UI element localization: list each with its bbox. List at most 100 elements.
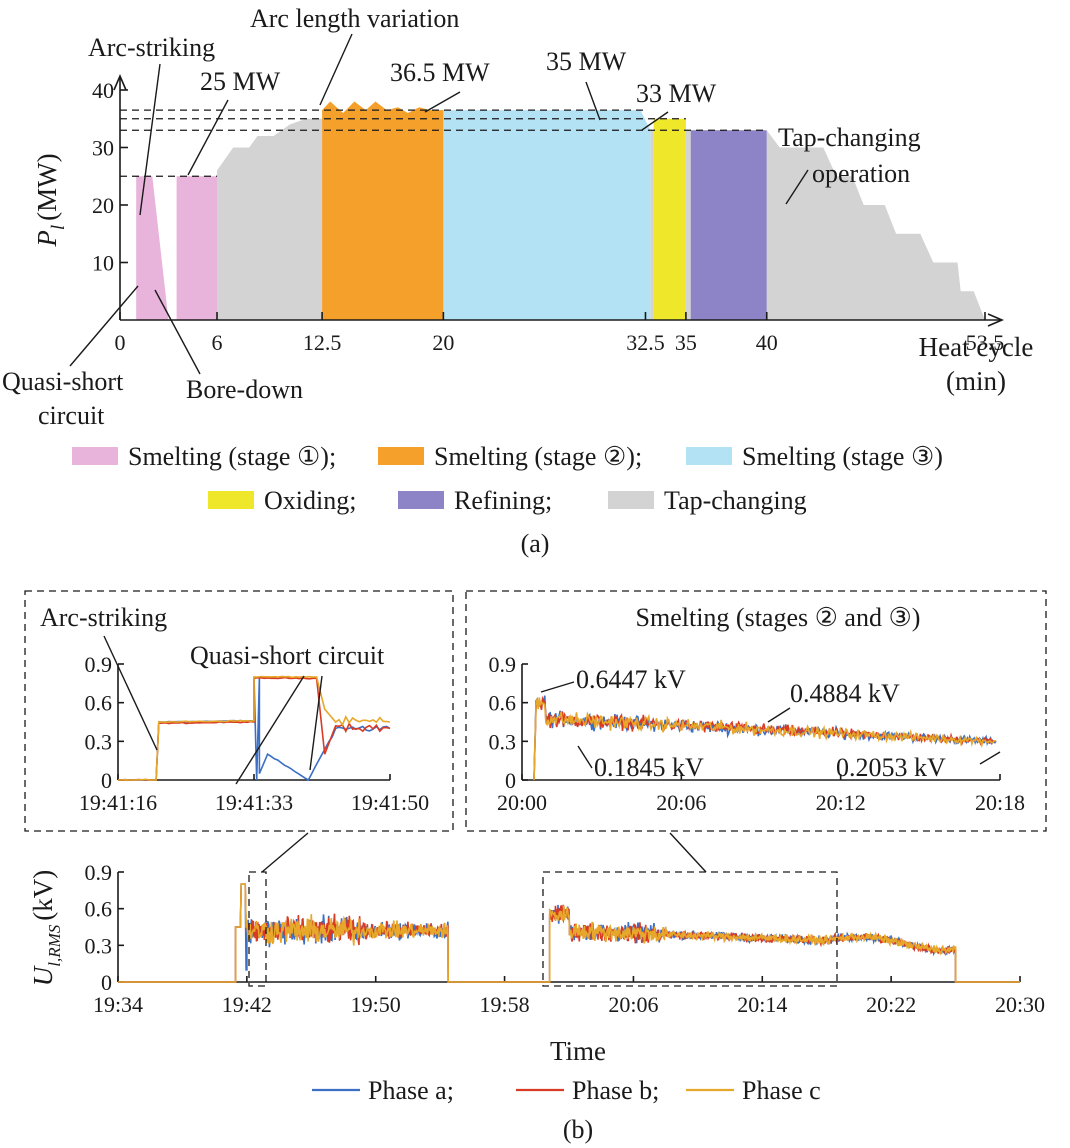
leader-04884: [767, 707, 791, 723]
stage-areas: [136, 101, 985, 320]
main-y-tick-label: 0.3: [85, 933, 113, 958]
right-inset-x-tick-label: 20:00: [497, 790, 547, 815]
legend-label: Smelting (stage ③): [742, 442, 943, 471]
zoom-box-left: [248, 871, 267, 987]
leader-06447: [540, 681, 575, 693]
caption-b: (b): [563, 1115, 593, 1144]
y-tick-label: 20: [92, 193, 114, 218]
right-inset-x-tick-label: 20:06: [656, 790, 706, 815]
main-x-axis-label: Time: [550, 1036, 606, 1066]
legend-swatch: [72, 447, 118, 465]
left-inset-y-tick-label: 0.9: [85, 652, 113, 677]
x-axis-label-line2: (min): [946, 366, 1006, 396]
leader-35mw: [585, 81, 601, 121]
main-x-tick-label: 19:50: [351, 992, 401, 1017]
main-line-phase-c: [118, 883, 1020, 983]
x-tick-label: 0: [115, 330, 126, 355]
legend-label: Phase a;: [368, 1076, 454, 1105]
x-tick-label: 12.5: [303, 330, 342, 355]
right-inset-frame: [465, 590, 1047, 832]
main-x-tick-label: 20:14: [737, 992, 787, 1017]
main-axes: 0 0.3 0.6 0.9 19:34 19:42 19:50 19:58 20:06 20:14…: [85, 860, 1046, 1017]
right-inset-annotation-4: 0.2053 kV: [836, 753, 946, 782]
leader-33mw: [641, 111, 669, 131]
annotation-36-5mw: 36.5 MW: [390, 58, 490, 87]
x-tick-label: 32.5: [626, 330, 665, 355]
right-inset-annotation-2: 0.4884 kV: [790, 679, 900, 708]
legend-swatch: [378, 447, 424, 465]
left-inset-y-tick-label: 0.6: [85, 691, 113, 716]
panel-b-chart: Arc-striking Quasi-short circuit 0 0.3 0.6…: [24, 590, 1047, 1144]
y-axis-arrow: [113, 73, 127, 91]
annotation-35mw: 35 MW: [546, 47, 627, 76]
main-lines: [118, 883, 1020, 983]
caption-a: (a): [521, 529, 550, 558]
leader-01845: [577, 745, 593, 769]
zoom-connector-right: [669, 832, 707, 873]
legend-label: Phase c: [742, 1076, 821, 1105]
y-ticks: 10 20 30 40: [92, 78, 128, 276]
right-inset-title: Smelting (stages ② and ③): [636, 603, 921, 632]
leader-36-5mw: [424, 91, 461, 113]
leader-25mw: [187, 99, 229, 176]
zoom-connector-left: [261, 832, 309, 873]
leader-tap: [785, 169, 809, 205]
right-inset-y-tick-label: 0: [505, 768, 516, 793]
legend-label: Refining;: [454, 486, 552, 515]
reference-dashed-lines: [120, 109, 767, 177]
left-inset-y-tick-label: 0: [101, 768, 112, 793]
area-refining: [690, 130, 767, 320]
x-tick-label: 35: [675, 330, 697, 355]
left-inset-frame: [24, 590, 454, 832]
legend-swatch: [398, 491, 444, 509]
right-inset-lines: [533, 695, 997, 781]
area-oxiding: [653, 118, 686, 320]
main-y-tick-label: 0.9: [85, 860, 113, 885]
y-tick-label: 10: [92, 251, 114, 276]
left-inset-title: Arc-striking: [40, 603, 167, 632]
main-y-axis-label: Ul,RMS(kV): [28, 870, 64, 987]
left-inset-lines: [118, 675, 391, 782]
area-smelting-stage-: [443, 110, 651, 320]
area-smelting-stage-: [136, 176, 217, 320]
x-ticks: 0 6 12.5 20 32.5 35 40 53.5: [115, 312, 1004, 355]
right-inset-annotation-3: 0.1845 kV: [594, 753, 704, 782]
y-tick-label: 30: [92, 136, 114, 161]
left-inset-y-tick-label: 0.3: [85, 729, 113, 754]
left-inset-x-tick-label: 19:41:16: [79, 790, 157, 815]
right-inset-x-tick-label: 20:18: [975, 790, 1025, 815]
x-tick-label: 20: [432, 330, 454, 355]
leader-02053: [979, 751, 1001, 765]
right-inset-line-phase-c: [533, 697, 997, 781]
main-x-tick-label: 20:22: [866, 992, 916, 1017]
area-smelting-stage-: [322, 101, 444, 320]
annotation-arc-length: Arc length variation: [250, 4, 459, 33]
annotation-33mw: 33 MW: [636, 79, 717, 108]
main-x-tick-label: 20:06: [608, 992, 658, 1017]
x-axis-arrow: [987, 313, 1005, 327]
leader-quasi-inset: [235, 675, 305, 785]
main-x-tick-label: 20:30: [995, 992, 1045, 1017]
left-inset-line-phase-c: [118, 675, 391, 781]
right-inset-y-tick-label: 0.9: [489, 652, 517, 677]
annotation-arc-striking: Arc-striking: [88, 33, 215, 62]
main-x-tick-label: 19:58: [480, 992, 530, 1017]
legend-label: Oxiding;: [264, 486, 356, 515]
leader-quasi: [69, 285, 139, 367]
left-inset-annotation: Quasi-short circuit: [190, 641, 385, 670]
leader-arc-length: [319, 33, 353, 106]
leader-arc-striking-inset: [103, 635, 158, 751]
area-tap-changing: [217, 118, 985, 320]
right-inset-y-tick-label: 0.3: [489, 729, 517, 754]
leader-arc-striking: [139, 63, 161, 216]
legend-label: Smelting (stage ①);: [128, 442, 336, 471]
annotation-quasi-line2: circuit: [38, 401, 105, 430]
leader-bore-down: [154, 289, 201, 375]
main-y-tick-label: 0: [101, 970, 112, 995]
left-inset-x-tick-label: 19:41:33: [215, 790, 293, 815]
legend: Smelting (stage ①); Smelting (stage ②); Sm…: [72, 442, 943, 515]
y-tick-label: 40: [92, 78, 114, 103]
left-inset-line-phase-b: [118, 676, 391, 781]
right-inset-x-tick-label: 20:12: [816, 790, 866, 815]
panel-a-chart: 10 20 30 40 0 6 12.5 20 32.5 35 40 53.5 Pl(MW) Hea…: [2, 4, 1033, 558]
